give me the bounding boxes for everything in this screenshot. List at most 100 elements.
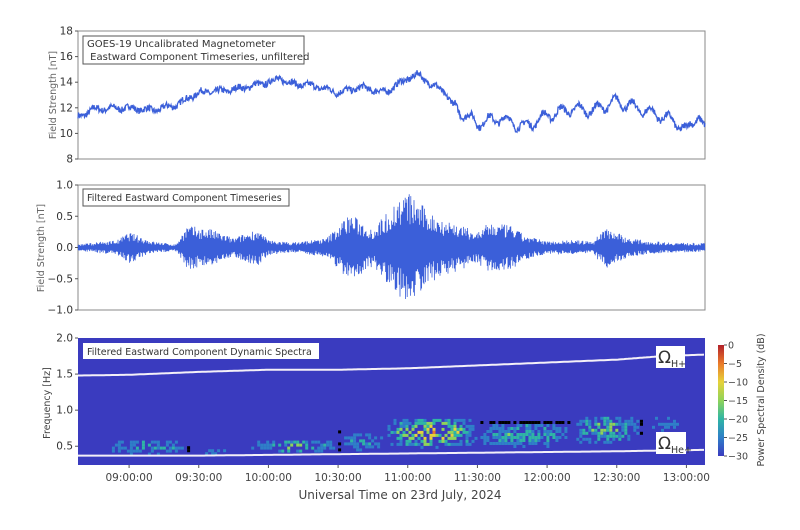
heatmap-cell: [399, 433, 403, 437]
heatmap-cell: [603, 431, 607, 435]
panel-spectra: Ω H+Ω He+ 0.51.01.52.0 09:00:00 09:30:00 10:…: [42, 333, 767, 503]
heatmap-cell: [420, 430, 424, 434]
heatmap-cell: [504, 439, 508, 442]
heatmap-cell: [522, 421, 526, 424]
heatmap-cell: [456, 442, 460, 446]
heatmap-cell: [450, 430, 454, 434]
heatmap-cell: [171, 443, 175, 447]
y-ticks: −1.0 −0.5 0.0 0.5 1.0: [48, 180, 78, 317]
heatmap-cell: [371, 445, 375, 449]
heatmap-cell: [111, 446, 115, 450]
heatmap-cell: [320, 446, 324, 450]
heatmap-cell: [132, 449, 136, 453]
heatmap-cell: [456, 430, 460, 434]
heatmap-cell: [495, 427, 499, 430]
heatmap-cell: [450, 442, 454, 446]
heatmap-cell: [609, 434, 613, 438]
heatmap-cell: [594, 422, 598, 426]
colorbar-label: Power Spectral Density (dB): [756, 333, 767, 466]
heatmap-cell: [356, 445, 360, 449]
heatmap-cell: [314, 449, 318, 453]
heatmap-cell: [129, 440, 133, 444]
heatmap-cell: [420, 421, 424, 425]
heatmap-cell: [435, 433, 439, 437]
heatmap-cell: [636, 431, 640, 435]
heatmap-cell: [174, 449, 178, 453]
panel-title: Filtered Eastward Component Timeseries: [87, 193, 282, 204]
panel-title: Filtered Eastward Component Dynamic Spec…: [87, 347, 312, 358]
colorbar-tick-label: −5: [728, 359, 742, 370]
heatmap-cell: [399, 442, 403, 446]
heatmap-cell: [356, 448, 360, 452]
heatmap-cell: [528, 430, 532, 433]
heatmap-cell: [432, 427, 436, 431]
heatmap-cell: [594, 428, 598, 432]
heatmap-cell: [636, 425, 640, 429]
heatmap-cell: [453, 436, 457, 440]
heatmap-cell: [525, 430, 529, 433]
heatmap-cell: [417, 418, 421, 422]
heatmap-cell: [540, 436, 544, 439]
heatmap-cell: [296, 440, 300, 444]
heatmap-cell: [462, 427, 466, 431]
heatmap-cell: [420, 439, 424, 443]
y-tick-label: 2.0: [56, 333, 73, 345]
heatmap-cell: [429, 421, 433, 425]
heatmap-cell: [438, 439, 442, 443]
heatmap-cell: [356, 442, 360, 446]
x-tick-label: 13:00:00: [663, 472, 710, 484]
heatmap-cell: [600, 416, 604, 420]
cyclotron-label: Ω: [658, 434, 671, 454]
heatmap-cell: [353, 439, 357, 443]
heatmap-cell: [447, 442, 451, 446]
x-tick-label: 11:00:00: [384, 472, 431, 484]
heatmap-cell: [492, 427, 496, 430]
heatmap-cell: [480, 436, 484, 439]
cyclotron-lines: Ω H+Ω He+: [78, 346, 705, 457]
heatmap-cell: [368, 445, 372, 449]
heatmap-cell: [426, 430, 430, 434]
heatmap-cell: [329, 446, 333, 450]
heatmap-cell: [468, 427, 472, 431]
heatmap-cell: [597, 431, 601, 435]
heatmap-cell: [426, 424, 430, 428]
heatmap-cell: [564, 436, 568, 439]
heatmap-cell: [540, 424, 544, 427]
heatmap-cell: [399, 424, 403, 428]
heatmap-cell: [365, 433, 369, 437]
heatmap-cell: [528, 439, 532, 442]
heatmap-cell: [365, 445, 369, 449]
heatmap-cell: [516, 442, 520, 445]
heatmap-cell: [640, 419, 643, 423]
series-line: [77, 70, 706, 134]
heatmap-cell: [423, 442, 427, 446]
heatmap-cell: [429, 442, 433, 446]
heatmap-cell: [534, 421, 538, 424]
heatmap-cell: [534, 424, 538, 427]
heatmap-cell: [658, 422, 661, 426]
heatmap-cell: [534, 442, 538, 445]
heatmap-cell: [624, 425, 628, 429]
heatmap-cell: [429, 439, 433, 443]
heatmap-cell: [402, 424, 406, 428]
heatmap-cell: [591, 428, 595, 432]
heatmap-cell: [483, 439, 487, 442]
heatmap-cell: [251, 446, 255, 450]
heatmap-cell: [495, 436, 499, 439]
y-tick-label: −0.5: [48, 273, 74, 285]
heatmap-cell: [621, 425, 625, 429]
y-tick-label: 10: [60, 128, 73, 140]
colorbar-tick-label: −20: [728, 415, 748, 426]
cyclotron-label-box: [656, 346, 685, 368]
heatmap-cell: [606, 422, 610, 426]
heatmap-cell: [537, 421, 541, 424]
heatmap-cell: [501, 439, 505, 442]
heatmap-cell: [444, 439, 448, 443]
heatmap-cell: [402, 421, 406, 425]
heatmap-cell: [320, 449, 324, 453]
heatmap-cell: [320, 443, 324, 447]
heatmap-cell: [507, 442, 511, 445]
heatmap-cell: [510, 433, 514, 436]
heatmap-cell: [168, 449, 172, 453]
heatmap-cell: [266, 440, 270, 444]
